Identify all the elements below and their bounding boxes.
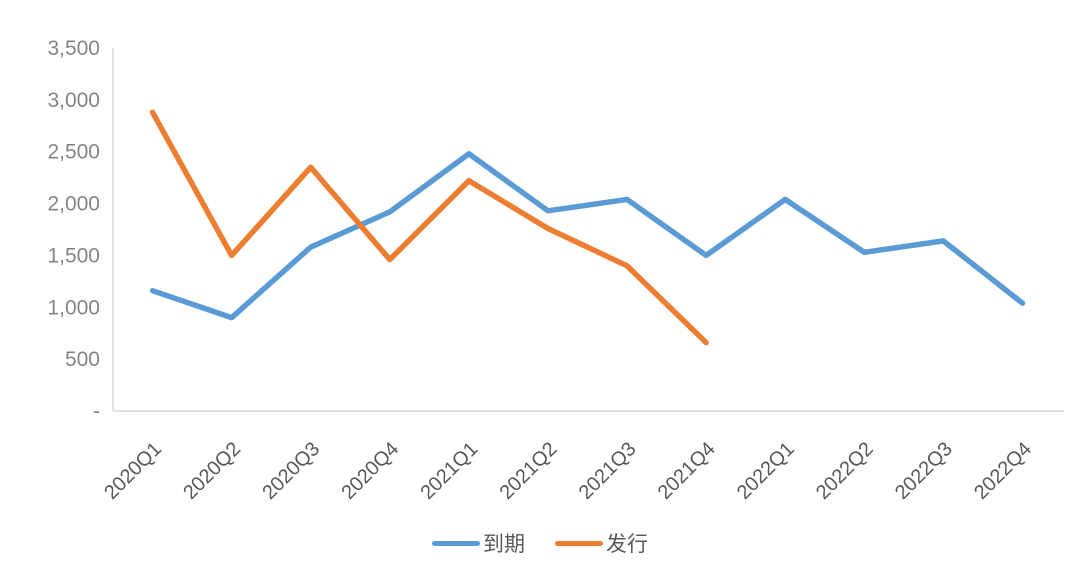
y-tick-label: - [93, 400, 100, 423]
y-tick-label: 500 [65, 348, 100, 371]
x-tick-label: 2020Q1 [100, 438, 166, 504]
legend-item-issuance: 发行 [555, 528, 648, 558]
y-tick-label: 2,500 [47, 141, 100, 164]
x-tick-label: 2022Q1 [733, 438, 799, 504]
legend-item-maturity: 到期 [432, 528, 525, 558]
y-tick-label: 2,000 [47, 193, 100, 216]
legend-swatch-issuance-line-icon [555, 540, 603, 546]
x-tick-label: 2022Q2 [812, 438, 878, 504]
x-tick-label: 2020Q2 [179, 438, 245, 504]
legend-label-issuance: 发行 [606, 533, 648, 556]
x-tick-label: 2020Q4 [337, 438, 403, 504]
x-tick-label: 2022Q4 [970, 438, 1036, 504]
series-line-0 [149, 151, 1026, 321]
chart-canvas: - 500 1,000 1,500 2,000 2,500 3,000 3,500 2020Q1… [47, 37, 1064, 504]
legend-swatch-maturity-line-icon [432, 540, 480, 546]
y-tick-label: 3,500 [47, 37, 100, 60]
y-tick-label: 3,000 [47, 89, 100, 112]
legend: 到期 发行 [0, 528, 1080, 558]
x-tick-label: 2021Q2 [496, 438, 562, 504]
x-tick-label: 2020Q3 [258, 438, 324, 504]
x-tick-label: 2021Q1 [417, 438, 483, 504]
y-tick-label: 1,000 [47, 296, 100, 319]
x-tick-label: 2021Q4 [654, 438, 720, 504]
y-tick-label: 1,500 [47, 244, 100, 267]
series-line-1 [149, 109, 709, 346]
legend-label-maturity: 到期 [483, 533, 525, 556]
x-tick-label: 2021Q3 [575, 438, 641, 504]
x-tick-label: 2022Q3 [891, 438, 957, 504]
